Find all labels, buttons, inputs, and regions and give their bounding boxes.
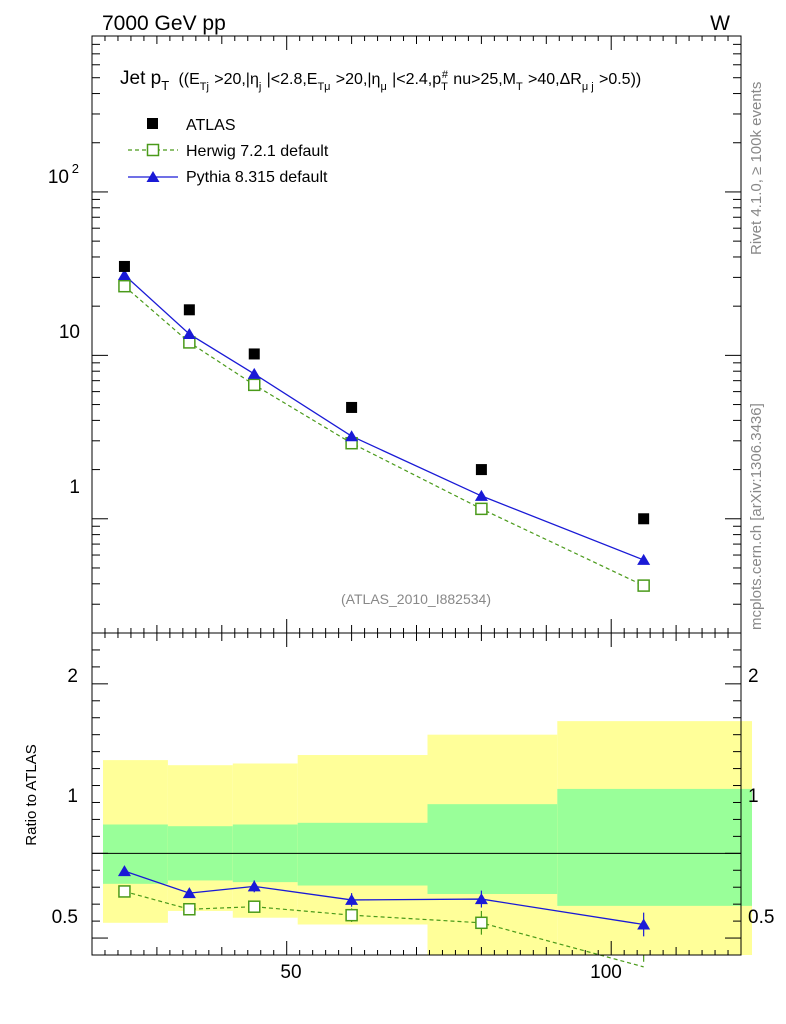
ratio-green-band [427, 804, 558, 894]
atlas-point [475, 464, 487, 476]
ratio-ytick-label-2-right: 2 [748, 666, 759, 687]
xtick-label-100: 100 [590, 962, 622, 983]
ratio-bands [92, 721, 752, 955]
axes [91, 35, 742, 956]
pythia-point [345, 430, 359, 442]
herwig-ratio-point [183, 902, 196, 916]
main-ytick-label-1: 1 [69, 477, 80, 498]
legend-label-herwig: Herwig 7.2.1 default [186, 143, 329, 160]
atlas-point [183, 304, 195, 316]
process-label: W [710, 12, 730, 35]
herwig-point [118, 279, 131, 293]
ratio-green-band [557, 788, 752, 906]
energy-label: 7000 GeV pp [102, 12, 226, 35]
pythia-ratio-line [124, 870, 644, 926]
herwig-point [248, 378, 261, 392]
ratio-series [117, 865, 651, 968]
main-ytick-label-100: 10 [48, 167, 69, 188]
ratio-ytick-label-1: 1 [67, 786, 78, 807]
herwig-ratio-point [118, 885, 131, 898]
pythia-ratio-point [117, 865, 131, 877]
herwig-point [637, 579, 650, 592]
rivet-label: Rivet 4.1.0, ≥ 100k events [748, 82, 765, 255]
herwig-ratio-point [248, 900, 261, 913]
atlas-point [346, 401, 358, 413]
herwig-point [475, 502, 488, 516]
legend: ATLAS Herwig 7.2.1 default Pythia 8.315 … [128, 117, 329, 186]
atlas-point [248, 348, 260, 360]
analysis-id: (ATLAS_2010_I882534) [341, 591, 491, 607]
ratio-ytick-label-1-right: 1 [748, 786, 759, 807]
pythia-ratio-point [247, 880, 261, 892]
herwig-ratio-point [475, 916, 488, 930]
plot-title: Jet pT ((ETj >20,|ηj |<2.8,ETμ >20,|ημ |… [120, 62, 641, 95]
ratio-ytick-label-0.5: 0.5 [52, 907, 78, 928]
pythia-ratio-point [182, 887, 196, 899]
pythia-ratio-point [345, 893, 359, 905]
pythia-ratio-point [474, 893, 488, 905]
atlas-point [638, 513, 650, 525]
herwig-ratio-line [124, 890, 644, 968]
ratio-ylabel: Ratio to ATLAS [23, 744, 40, 845]
ratio-green-band [103, 824, 168, 884]
legend-marker-atlas [147, 118, 158, 129]
pythia-point [637, 553, 651, 565]
main-ytick-label-10: 10 [59, 322, 80, 343]
herwig-line [124, 285, 644, 587]
legend-label-pythia: Pythia 8.315 default [186, 169, 328, 186]
pythia-point [474, 489, 488, 501]
mcplots-label: mcplots.cern.ch [arXiv:1306.3436] [748, 403, 765, 630]
ratio-ytick-label-2: 2 [67, 666, 78, 687]
ratio-ytick-label-0.5-right: 0.5 [748, 907, 774, 928]
pythia-point [247, 367, 261, 379]
legend-label-atlas: ATLAS [186, 117, 236, 134]
ratio-green-band [297, 822, 428, 886]
main-series [117, 260, 651, 592]
pythia-point [182, 328, 196, 340]
herwig-ratio-point [345, 908, 358, 922]
xtick-label-50: 50 [280, 962, 301, 983]
pythia-point [117, 269, 131, 281]
pythia-ratio-point [637, 918, 651, 930]
legend-marker-herwig [146, 143, 160, 157]
pythia-line [124, 274, 644, 561]
atlas-point [118, 260, 130, 272]
main-ytick-label-100-power: 2 [72, 161, 79, 176]
legend-marker-pythia [146, 171, 160, 182]
